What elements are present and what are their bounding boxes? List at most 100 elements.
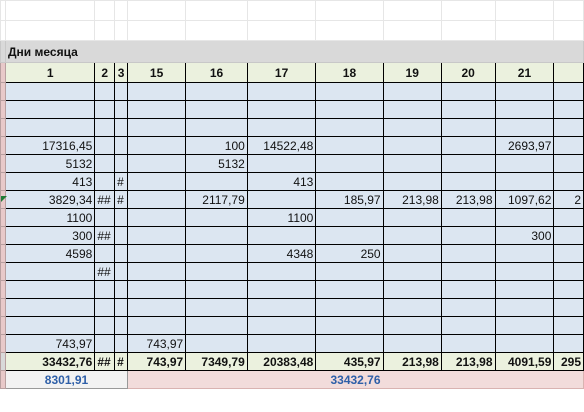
data-cell[interactable] [126, 82, 187, 101]
data-cell[interactable] [315, 316, 384, 335]
total-cell[interactable]: 213,98 [440, 352, 496, 371]
data-cell[interactable]: 413 [246, 172, 317, 191]
data-cell[interactable]: 413 [4, 172, 96, 191]
data-cell[interactable] [114, 208, 128, 227]
data-cell[interactable] [494, 316, 555, 335]
day-column-header[interactable]: 19 [382, 62, 442, 83]
data-cell[interactable] [553, 172, 584, 191]
data-cell[interactable] [440, 208, 496, 227]
data-cell[interactable] [553, 136, 584, 155]
data-cell[interactable] [4, 262, 96, 281]
data-cell[interactable] [553, 298, 584, 317]
day-column-header[interactable]: 16 [185, 62, 248, 83]
data-cell[interactable] [94, 208, 116, 227]
data-cell[interactable] [94, 82, 116, 101]
empty-cell[interactable] [246, 20, 317, 41]
data-cell[interactable] [494, 208, 555, 227]
data-cell[interactable] [185, 172, 248, 191]
data-cell[interactable] [382, 316, 442, 335]
data-cell[interactable] [494, 262, 555, 281]
empty-cell[interactable] [440, 0, 496, 21]
data-cell[interactable] [126, 190, 187, 209]
data-cell[interactable] [440, 226, 496, 245]
data-cell[interactable] [553, 334, 584, 353]
data-cell[interactable] [185, 226, 248, 245]
data-cell[interactable]: # [114, 190, 128, 209]
empty-cell[interactable] [126, 20, 187, 41]
data-cell[interactable] [114, 298, 128, 317]
data-cell[interactable] [440, 100, 496, 119]
data-cell[interactable] [94, 298, 116, 317]
data-cell[interactable] [246, 190, 317, 209]
data-cell[interactable] [114, 154, 128, 173]
data-cell[interactable] [185, 244, 248, 263]
data-cell[interactable] [126, 154, 187, 173]
day-column-header[interactable]: 2 [94, 62, 116, 83]
day-column-header[interactable]: 1 [4, 62, 96, 83]
data-cell[interactable]: 743,97 [126, 334, 187, 353]
data-cell[interactable] [553, 244, 584, 263]
day-column-header[interactable] [553, 62, 584, 83]
data-cell[interactable]: 4348 [246, 244, 317, 263]
data-cell[interactable] [440, 82, 496, 101]
total-cell[interactable]: # [114, 352, 128, 371]
data-cell[interactable] [315, 82, 384, 101]
data-cell[interactable] [114, 136, 128, 155]
data-cell[interactable] [440, 316, 496, 335]
total-cell[interactable]: 4091,59 [494, 352, 555, 371]
data-cell[interactable] [126, 262, 187, 281]
data-cell[interactable] [440, 244, 496, 263]
empty-cell[interactable] [440, 20, 496, 41]
data-cell[interactable]: 1100 [246, 208, 317, 227]
data-cell[interactable] [246, 226, 317, 245]
data-cell[interactable] [553, 316, 584, 335]
data-cell[interactable]: 185,97 [315, 190, 384, 209]
data-cell[interactable] [315, 154, 384, 173]
data-cell[interactable] [440, 280, 496, 299]
data-cell[interactable] [94, 154, 116, 173]
empty-cell[interactable] [185, 0, 248, 21]
data-cell[interactable] [94, 100, 116, 119]
data-cell[interactable] [185, 316, 248, 335]
total-cell[interactable]: 7349,79 [185, 352, 248, 371]
data-cell[interactable] [382, 298, 442, 317]
data-cell[interactable] [553, 262, 584, 281]
day-column-header[interactable]: 17 [246, 62, 317, 83]
day-column-header[interactable]: 21 [494, 62, 555, 83]
empty-cell[interactable] [246, 0, 317, 21]
data-cell[interactable]: 17316,45 [4, 136, 96, 155]
data-cell[interactable]: 2 [553, 190, 584, 209]
data-cell[interactable] [382, 334, 442, 353]
data-cell[interactable] [185, 100, 248, 119]
data-cell[interactable] [126, 136, 187, 155]
data-cell[interactable] [315, 298, 384, 317]
total-cell[interactable]: 743,97 [126, 352, 187, 371]
data-cell[interactable] [94, 172, 116, 191]
data-cell[interactable] [315, 172, 384, 191]
data-cell[interactable] [185, 334, 248, 353]
data-cell[interactable] [185, 262, 248, 281]
data-cell[interactable] [494, 244, 555, 263]
data-cell[interactable] [382, 244, 442, 263]
total-cell[interactable]: 33432,76 [4, 352, 96, 371]
data-cell[interactable]: 1100 [4, 208, 96, 227]
empty-cell[interactable] [315, 20, 384, 41]
data-cell[interactable] [315, 208, 384, 227]
data-cell[interactable] [382, 208, 442, 227]
total-cell[interactable]: 213,98 [382, 352, 442, 371]
data-cell[interactable] [382, 172, 442, 191]
data-cell[interactable] [553, 154, 584, 173]
empty-cell[interactable] [94, 20, 116, 41]
data-cell[interactable] [185, 280, 248, 299]
data-cell[interactable] [382, 118, 442, 137]
empty-cell[interactable] [553, 20, 584, 41]
data-cell[interactable] [94, 136, 116, 155]
empty-cell[interactable] [494, 0, 555, 21]
empty-cell[interactable] [382, 20, 442, 41]
data-cell[interactable]: 300 [4, 226, 96, 245]
data-cell[interactable] [114, 244, 128, 263]
data-cell[interactable] [553, 280, 584, 299]
data-cell[interactable] [4, 82, 96, 101]
data-cell[interactable]: 3829,34 [4, 190, 96, 209]
data-cell[interactable] [114, 316, 128, 335]
